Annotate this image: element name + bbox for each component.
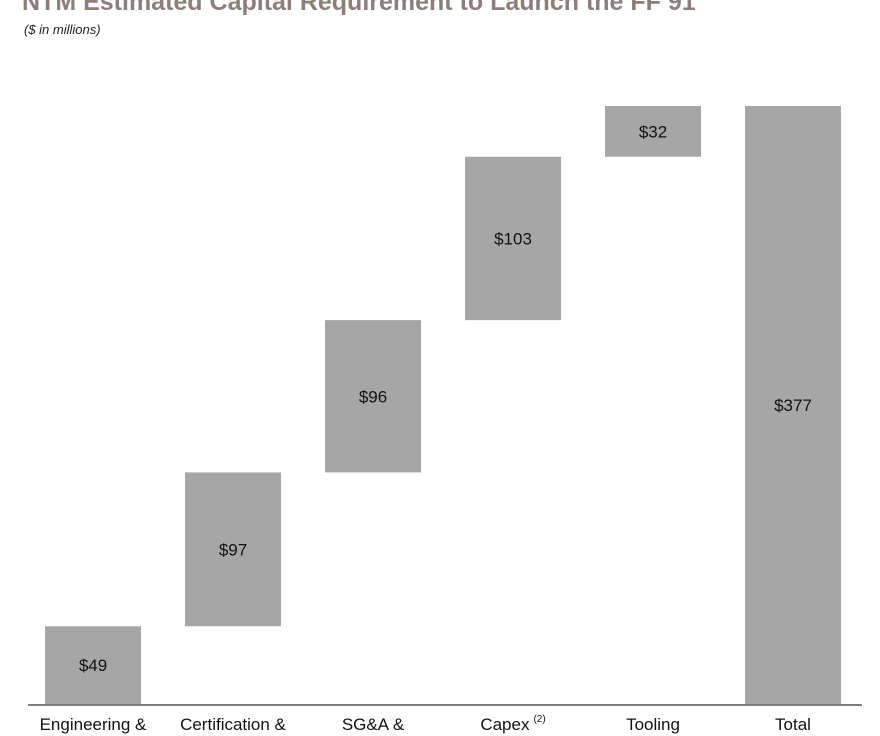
- x-tick-footnote-3: (2): [533, 714, 545, 725]
- bar-5: [745, 106, 841, 704]
- data-label-2: $96: [359, 387, 387, 406]
- data-label-4: $32: [639, 122, 667, 141]
- bar-1: [185, 472, 281, 627]
- data-label-3: $103: [494, 229, 532, 248]
- bar-4: [605, 106, 701, 157]
- data-label-1: $97: [219, 540, 247, 559]
- chart-subtitle: ($ in millions): [24, 22, 101, 37]
- data-label-5: $377: [774, 396, 812, 415]
- bar-2: [325, 320, 421, 473]
- x-tick-label-0: Engineering &: [40, 715, 147, 734]
- x-tick-label-2: SG&A &: [342, 715, 405, 734]
- x-tick-label-3: Capex (2): [480, 714, 545, 734]
- bar-3: [465, 156, 561, 321]
- data-label-0: $49: [79, 656, 107, 675]
- x-tick-label-5: Total: [775, 715, 811, 734]
- bar-0: [45, 626, 141, 704]
- chart-title: NTM Estimated Capital Requirement to Lau…: [22, 0, 696, 16]
- x-tick-label-1: Certification &: [180, 715, 286, 734]
- x-tick-label-4: Tooling: [626, 715, 680, 734]
